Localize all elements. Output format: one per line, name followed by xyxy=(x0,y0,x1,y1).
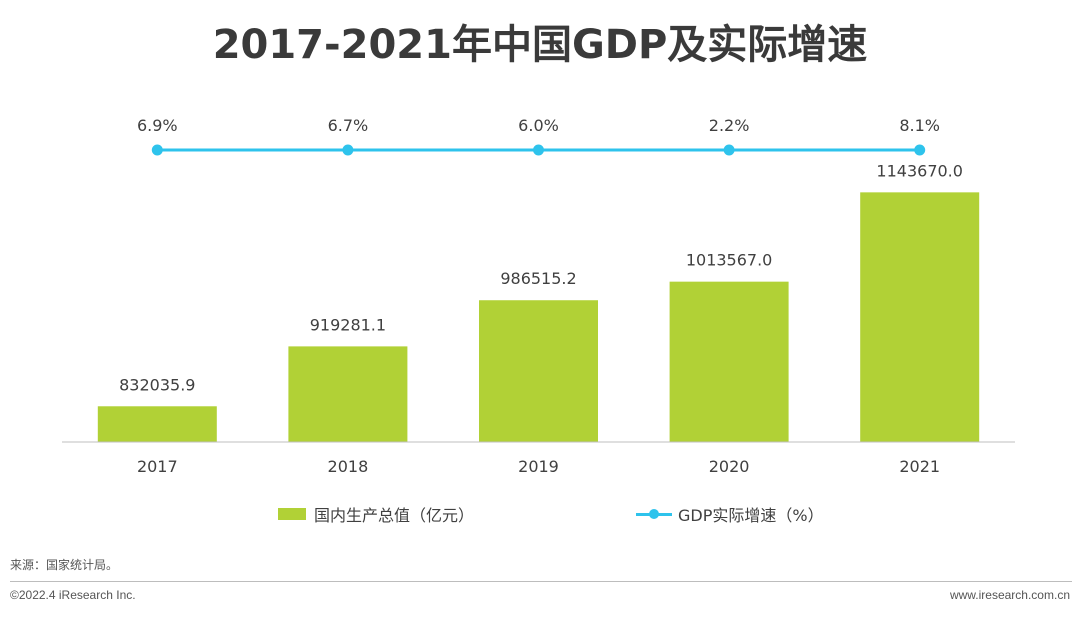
source-note: 来源：国家统计局。 xyxy=(10,558,119,572)
x-tick-label-2017: 2017 xyxy=(137,457,178,476)
growth-point-2018 xyxy=(342,144,354,156)
bar-value-label-2021: 1143670.0 xyxy=(876,161,963,180)
growth-value-label-2019: 6.0% xyxy=(518,116,559,135)
copyright: ©2022.4 iResearch Inc. xyxy=(10,588,136,602)
growth-value-label-2018: 6.7% xyxy=(328,116,369,135)
growth-value-label-2021: 8.1% xyxy=(899,116,940,135)
legend-item-growth[interactable]: GDP实际增速（%） xyxy=(636,502,824,526)
legend-gdp-label: 国内生产总值（亿元） xyxy=(314,506,475,525)
growth-value-label-2017: 6.9% xyxy=(137,116,178,135)
x-tick-label-2019: 2019 xyxy=(518,457,559,476)
growth-point-2017 xyxy=(151,144,163,156)
bar-2017 xyxy=(97,406,217,442)
x-tick-label-2020: 2020 xyxy=(709,457,750,476)
bar-2018 xyxy=(288,346,408,442)
chart-title: 2017-2021年中国GDP及实际增速 xyxy=(212,22,868,68)
bar-value-label-2018: 919281.1 xyxy=(310,315,386,334)
bar-2021 xyxy=(860,192,980,442)
legend-item-gdp[interactable]: 国内生产总值（亿元） xyxy=(278,502,474,526)
legend: 国内生产总值（亿元） GDP实际增速（%） xyxy=(0,502,1080,526)
legend-line-swatch xyxy=(636,508,672,520)
growth-value-label-2020: 2.2% xyxy=(709,116,750,135)
bar-2020 xyxy=(669,281,789,442)
growth-point-2021 xyxy=(914,144,926,156)
growth-point-2020 xyxy=(723,144,735,156)
bar-value-label-2019: 986515.2 xyxy=(500,269,576,288)
bar-value-label-2020: 1013567.0 xyxy=(686,251,773,270)
bar-2019 xyxy=(479,300,598,442)
legend-growth-label: GDP实际增速（%） xyxy=(678,506,824,525)
growth-point-2019 xyxy=(533,144,544,156)
x-tick-label-2018: 2018 xyxy=(328,457,369,476)
bar-value-label-2017: 832035.9 xyxy=(119,375,195,394)
footer-divider xyxy=(10,581,1072,582)
legend-bar-swatch xyxy=(278,508,306,520)
gdp-chart: 832035.9 2017 919281.1 2018 986515.2 2019 1013… xyxy=(62,116,1015,476)
x-tick-label-2021: 2021 xyxy=(899,457,940,476)
website-link[interactable]: www.iresearch.com.cn xyxy=(949,588,1070,602)
